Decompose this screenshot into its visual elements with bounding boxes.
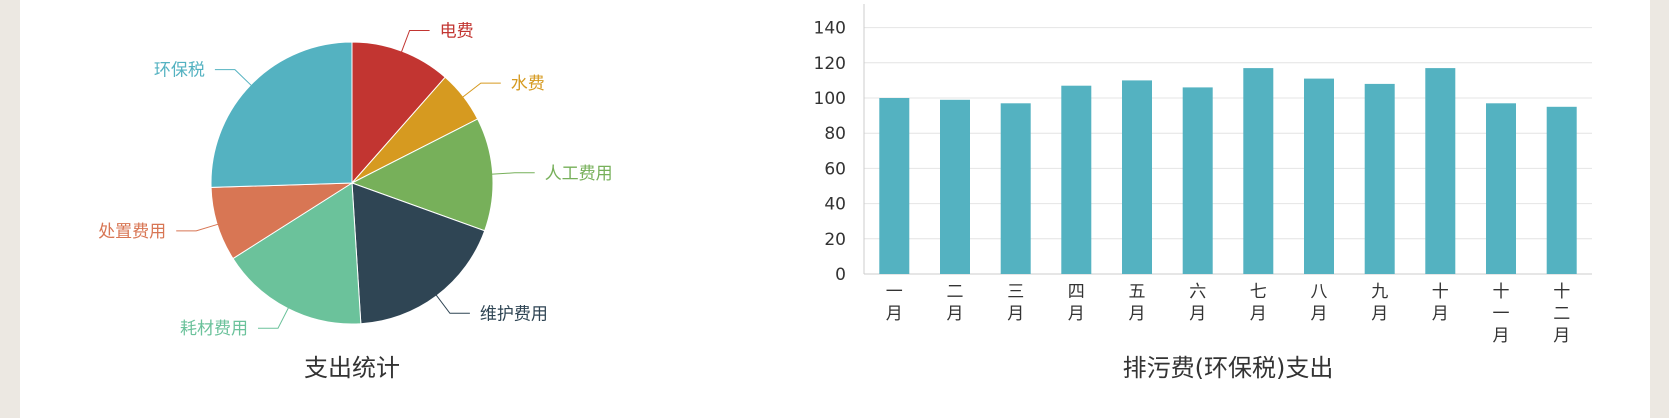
- x-tick-label-char: 月: [886, 304, 903, 324]
- x-tick-label-char: 月: [947, 304, 964, 324]
- y-tick-label: 140: [814, 19, 846, 39]
- x-tick-label-char: 月: [1493, 326, 1510, 346]
- bar: [1000, 103, 1031, 274]
- pie-leader-line: [399, 30, 430, 55]
- bar-chart-title: 排污费(环保税)支出: [1123, 354, 1334, 382]
- bar: [1364, 83, 1395, 275]
- pie-leader-line: [258, 304, 291, 329]
- x-tick-label-char: 二: [947, 282, 964, 302]
- x-tick-label-char: 七: [1250, 282, 1267, 302]
- bar: [879, 98, 910, 274]
- pie-slice-label: 电费: [440, 22, 474, 42]
- x-tick-label: 九月: [1371, 282, 1388, 324]
- pie-leader-line: [488, 172, 535, 175]
- x-tick-label: 三月: [1007, 282, 1024, 324]
- x-tick-label-char: 一: [886, 282, 903, 302]
- x-tick-label: 六月: [1189, 282, 1206, 324]
- x-tick-label-char: 月: [1129, 304, 1146, 324]
- bar: [1182, 87, 1213, 275]
- pie-slice-label: 水费: [511, 74, 545, 94]
- x-tick-label-char: 月: [1432, 304, 1449, 324]
- x-tick-label: 一月: [886, 282, 903, 324]
- x-tick-label: 八月: [1311, 282, 1328, 324]
- x-tick-label-char: 十: [1553, 282, 1570, 302]
- bar: [1486, 103, 1516, 274]
- pie-leader-line: [214, 69, 254, 89]
- x-tick-label-char: 月: [1007, 304, 1024, 324]
- y-tick-label: 100: [814, 89, 846, 109]
- y-tick-label: 60: [824, 159, 846, 179]
- bar: [1243, 68, 1274, 274]
- pie-slice-label: 处置费用: [98, 222, 166, 242]
- pie-slice: [210, 41, 353, 188]
- bar-chart: 020406080100120140一月二月三月四月五月六月七月八月九月十月十一…: [814, 4, 1592, 346]
- x-tick-label-char: 十: [1493, 282, 1510, 302]
- pie-leader-line: [459, 82, 501, 100]
- pie-leader-line: [176, 222, 222, 232]
- y-tick-label: 80: [824, 124, 846, 144]
- bar: [1122, 80, 1152, 275]
- x-tick-label: 十月: [1432, 282, 1449, 324]
- pie-slice-label: 耗材费用: [180, 319, 248, 339]
- x-tick-label-char: 九: [1371, 282, 1388, 302]
- x-tick-label-char: 十: [1432, 282, 1449, 302]
- x-tick-label-char: 六: [1189, 282, 1206, 302]
- bar: [1425, 68, 1456, 274]
- bar: [940, 99, 970, 274]
- x-tick-label-char: 五: [1129, 282, 1146, 302]
- x-tick-label-char: 八: [1311, 282, 1328, 302]
- x-tick-label: 二月: [947, 282, 964, 324]
- pie-chart-title: 支出统计: [304, 354, 400, 382]
- x-tick-label-char: 四: [1068, 282, 1085, 302]
- x-tick-label-char: 月: [1189, 304, 1206, 324]
- x-tick-label-char: 一: [1493, 304, 1510, 324]
- y-tick-label: 0: [835, 265, 846, 285]
- x-tick-label-char: 二: [1553, 304, 1570, 324]
- bar: [1304, 78, 1334, 274]
- bar: [1546, 106, 1577, 274]
- x-tick-label-char: 月: [1553, 326, 1570, 346]
- x-tick-label: 七月: [1250, 282, 1267, 324]
- pie-slice-label: 维护费用: [480, 304, 548, 324]
- y-tick-label: 120: [814, 54, 846, 74]
- x-tick-label: 五月: [1129, 282, 1146, 324]
- pie-slice-label: 人工费用: [545, 164, 613, 184]
- bar: [1061, 85, 1092, 274]
- y-tick-label: 20: [824, 230, 846, 250]
- x-tick-label-char: 月: [1311, 304, 1328, 324]
- x-tick-label-char: 月: [1068, 304, 1085, 324]
- pie-slice-label: 环保税: [154, 61, 205, 81]
- pie-leader-line: [433, 292, 470, 314]
- y-tick-label: 40: [824, 195, 846, 215]
- x-tick-label-char: 三: [1007, 282, 1024, 302]
- x-tick-label: 四月: [1068, 282, 1085, 324]
- x-tick-label: 十二月: [1553, 282, 1570, 346]
- x-tick-label-char: 月: [1250, 304, 1267, 324]
- x-tick-label-char: 月: [1371, 304, 1388, 324]
- x-tick-label: 十一月: [1493, 282, 1510, 346]
